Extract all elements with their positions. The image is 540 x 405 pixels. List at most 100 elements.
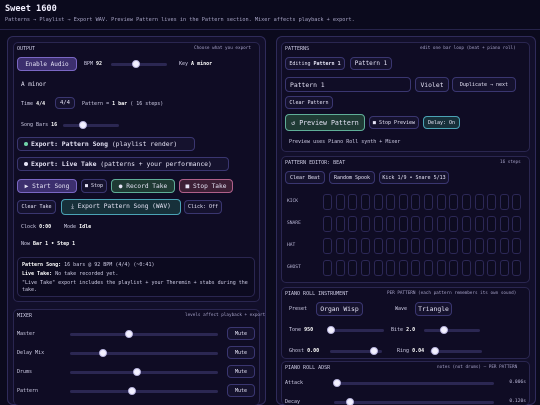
- attack-slider-thumb[interactable]: [333, 379, 342, 387]
- beat-step-cell[interactable]: [449, 216, 458, 232]
- beat-step-cell[interactable]: [424, 260, 433, 276]
- export-live-take-radio[interactable]: Export: Live Take (patterns + your perfo…: [17, 157, 229, 171]
- stop-take-button[interactable]: ■ Stop Take: [179, 179, 233, 193]
- pattern-select[interactable]: Pattern 1: [350, 57, 392, 70]
- mixer-mute-button[interactable]: Mute: [227, 384, 255, 397]
- mixer-level-track[interactable]: [70, 352, 218, 355]
- attack-slider-track[interactable]: [334, 382, 494, 385]
- beat-step-cell[interactable]: [487, 194, 496, 210]
- key-field[interactable]: A minor: [21, 81, 47, 88]
- beat-step-cell[interactable]: [461, 194, 471, 210]
- beat-step-cell[interactable]: [398, 260, 408, 276]
- clear-pattern-button[interactable]: Clear Pattern: [285, 96, 333, 109]
- beat-step-cell[interactable]: [335, 216, 345, 232]
- beat-step-cell[interactable]: [449, 238, 458, 254]
- beat-step-cell[interactable]: [487, 260, 496, 276]
- beat-step-cell[interactable]: [512, 238, 521, 254]
- beat-step-cell[interactable]: [512, 194, 521, 210]
- beat-step-cell[interactable]: [424, 194, 433, 210]
- beat-step-cell[interactable]: [411, 238, 420, 254]
- preset-select[interactable]: Organ Wisp: [316, 302, 363, 316]
- export-pattern-song-button[interactable]: ⤓ Export Pattern Song (WAV): [61, 199, 181, 215]
- beat-step-cell[interactable]: [424, 238, 433, 254]
- mixer-mute-button[interactable]: Mute: [227, 365, 255, 378]
- beat-step-cell[interactable]: [474, 260, 484, 276]
- beat-step-cell[interactable]: [512, 216, 521, 232]
- mixer-level-track[interactable]: [70, 390, 218, 393]
- start-song-button[interactable]: ▶ Start Song: [17, 179, 77, 193]
- beat-step-cell[interactable]: [474, 216, 484, 232]
- beat-step-cell[interactable]: [360, 260, 370, 276]
- beat-step-cell[interactable]: [411, 260, 420, 276]
- beat-step-cell[interactable]: [360, 238, 370, 254]
- beat-step-cell[interactable]: [360, 194, 370, 210]
- beat-step-cell[interactable]: [373, 238, 383, 254]
- beat-step-cell[interactable]: [386, 238, 395, 254]
- beat-step-cell[interactable]: [373, 260, 383, 276]
- beat-step-cell[interactable]: [398, 194, 408, 210]
- mixer-level-thumb[interactable]: [98, 349, 107, 357]
- beat-step-cell[interactable]: [499, 238, 509, 254]
- beat-step-cell[interactable]: [348, 216, 357, 232]
- beat-step-cell[interactable]: [436, 238, 446, 254]
- beat-step-cell[interactable]: [398, 238, 408, 254]
- ghost-slider-track[interactable]: [330, 350, 382, 353]
- record-take-button[interactable]: ● Record Take: [111, 179, 175, 193]
- beat-step-cell[interactable]: [461, 260, 471, 276]
- beat-step-cell[interactable]: [323, 216, 332, 232]
- bite-slider-track[interactable]: [424, 329, 480, 332]
- beat-step-cell[interactable]: [386, 260, 395, 276]
- beat-step-cell[interactable]: [424, 216, 433, 232]
- clear-beat-button[interactable]: Clear Beat: [285, 171, 325, 184]
- bpm-slider-thumb[interactable]: [132, 60, 141, 68]
- song-bars-slider-thumb[interactable]: [78, 121, 87, 129]
- beat-step-cell[interactable]: [360, 216, 370, 232]
- duplicate-pattern-button[interactable]: Duplicate → next: [452, 77, 516, 92]
- beat-step-cell[interactable]: [499, 260, 509, 276]
- mixer-level-track[interactable]: [70, 333, 218, 336]
- beat-step-cell[interactable]: [512, 260, 521, 276]
- pattern-name-input[interactable]: Pattern 1: [285, 77, 411, 92]
- mixer-level-thumb[interactable]: [128, 387, 137, 395]
- decay-slider-track[interactable]: [334, 401, 494, 404]
- beat-step-cell[interactable]: [386, 216, 395, 232]
- beat-step-cell[interactable]: [487, 238, 496, 254]
- song-bars-slider-track[interactable]: [63, 124, 119, 127]
- beat-step-cell[interactable]: [474, 238, 484, 254]
- ring-slider-thumb[interactable]: [431, 347, 440, 355]
- beat-step-cell[interactable]: [323, 260, 332, 276]
- beat-step-cell[interactable]: [373, 194, 383, 210]
- beat-step-cell[interactable]: [323, 238, 332, 254]
- beat-step-cell[interactable]: [411, 216, 420, 232]
- beat-step-cell[interactable]: [449, 194, 458, 210]
- beat-step-cell[interactable]: [335, 194, 345, 210]
- preview-pattern-button[interactable]: ↺ Preview Pattern: [285, 114, 365, 131]
- click-toggle[interactable]: Click: Off: [184, 200, 222, 214]
- beat-step-cell[interactable]: [449, 260, 458, 276]
- tone-slider-thumb[interactable]: [326, 326, 335, 334]
- beat-step-cell[interactable]: [474, 194, 484, 210]
- delay-toggle[interactable]: Delay: On: [423, 116, 460, 129]
- ring-slider-track[interactable]: [430, 350, 482, 353]
- tone-slider-track[interactable]: [328, 329, 384, 332]
- clear-take-button[interactable]: Clear Take: [17, 200, 56, 214]
- beat-step-cell[interactable]: [348, 260, 357, 276]
- bite-slider-thumb[interactable]: [439, 326, 448, 334]
- beat-step-cell[interactable]: [335, 260, 345, 276]
- stop-button[interactable]: ■ Stop: [81, 179, 107, 193]
- beat-step-cell[interactable]: [386, 194, 395, 210]
- beat-step-cell[interactable]: [436, 194, 446, 210]
- stop-preview-button[interactable]: ■ Stop Preview: [369, 116, 419, 129]
- mixer-mute-button[interactable]: Mute: [227, 327, 255, 340]
- beat-step-cell[interactable]: [436, 216, 446, 232]
- mixer-mute-button[interactable]: Mute: [227, 346, 255, 359]
- beat-step-cell[interactable]: [499, 194, 509, 210]
- beat-step-cell[interactable]: [335, 238, 345, 254]
- beat-step-cell[interactable]: [487, 216, 496, 232]
- beat-step-cell[interactable]: [411, 194, 420, 210]
- beat-step-cell[interactable]: [499, 216, 509, 232]
- random-spook-button[interactable]: Random Spook: [329, 171, 375, 184]
- beat-step-cell[interactable]: [348, 238, 357, 254]
- beat-step-cell[interactable]: [323, 194, 332, 210]
- ghost-slider-thumb[interactable]: [370, 347, 379, 355]
